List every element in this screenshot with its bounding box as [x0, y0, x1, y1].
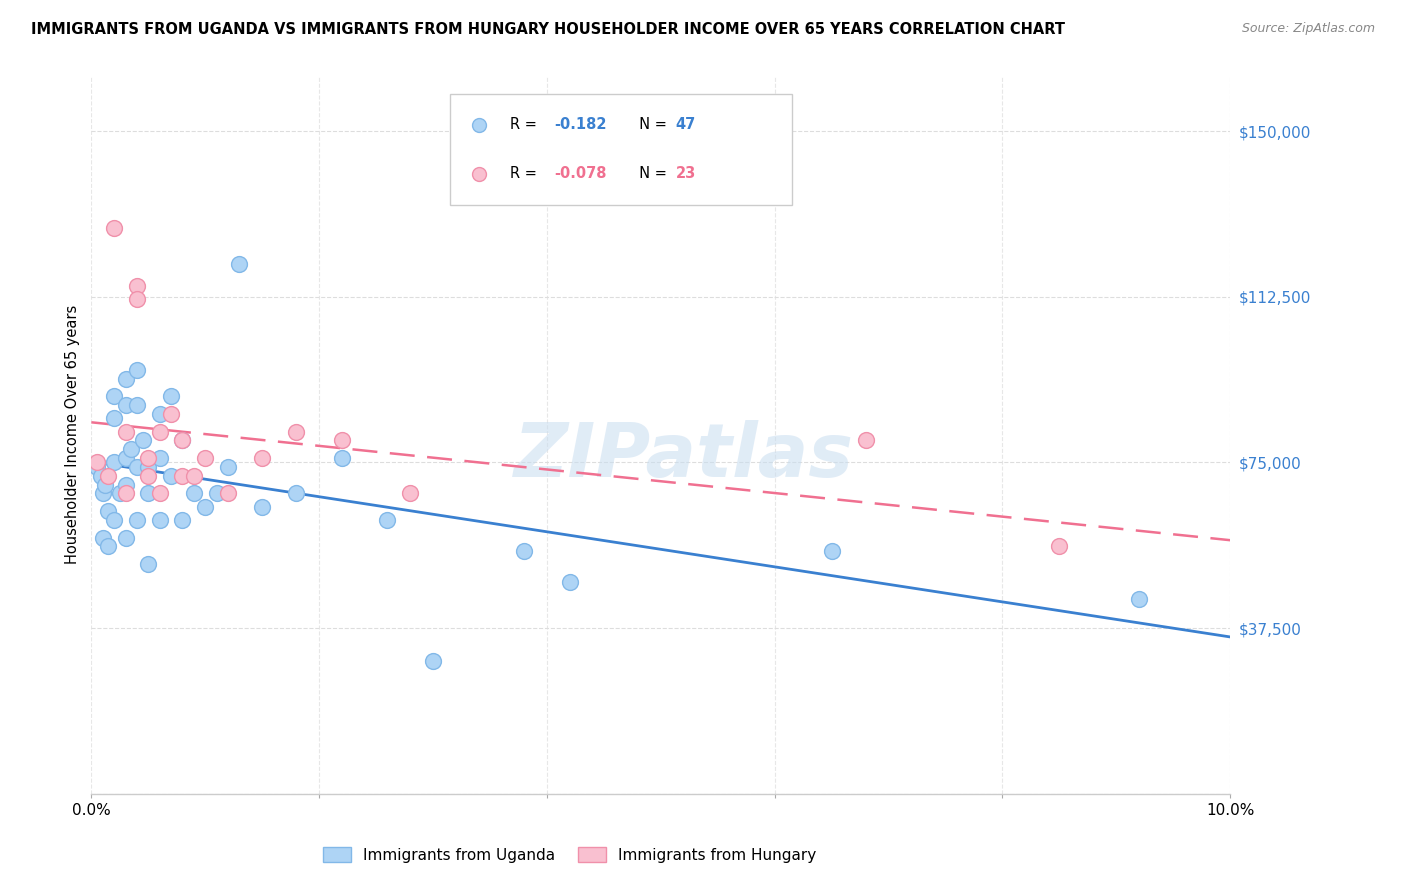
Text: 23: 23: [676, 167, 696, 181]
Point: [125, 459, 148, 474]
Point: [172, 434, 194, 448]
Point: [149, 513, 172, 527]
Point: [160, 389, 183, 403]
Point: [89, 468, 111, 483]
Point: [183, 468, 205, 483]
Point: [108, 486, 131, 500]
Legend: Immigrants from Uganda, Immigrants from Hungary: Immigrants from Uganda, Immigrants from …: [318, 840, 823, 869]
Point: [217, 486, 239, 500]
Point: [103, 221, 125, 235]
Text: IMMIGRANTS FROM UGANDA VS IMMIGRANTS FROM HUNGARY HOUSEHOLDER INCOME OVER 65 YEA: IMMIGRANTS FROM UGANDA VS IMMIGRANTS FRO…: [31, 22, 1064, 37]
Point: [820, 544, 842, 558]
Point: [217, 459, 239, 474]
Point: [149, 486, 172, 500]
Point: [138, 459, 160, 474]
Point: [205, 486, 228, 500]
Point: [114, 451, 136, 466]
Point: [138, 468, 160, 483]
Point: [138, 486, 160, 500]
Point: [160, 407, 183, 421]
Text: R =: R =: [510, 167, 547, 181]
Text: -0.182: -0.182: [554, 118, 606, 132]
Point: [125, 398, 148, 412]
Point: [194, 451, 217, 466]
Text: N =: N =: [630, 118, 672, 132]
Point: [172, 513, 194, 527]
Point: [114, 531, 136, 545]
Point: [422, 654, 444, 668]
Point: [138, 557, 160, 571]
Point: [149, 425, 172, 439]
Point: [149, 451, 172, 466]
Point: [125, 292, 148, 306]
Point: [250, 451, 273, 466]
Point: [183, 486, 205, 500]
Point: [91, 486, 114, 500]
Point: [330, 451, 353, 466]
Point: [103, 389, 125, 403]
Point: [172, 468, 194, 483]
Point: [103, 513, 125, 527]
Point: [86, 455, 108, 469]
FancyBboxPatch shape: [450, 94, 792, 205]
Point: [94, 477, 117, 491]
Point: [285, 425, 308, 439]
Point: [103, 455, 125, 469]
Point: [194, 500, 217, 514]
Point: [125, 513, 148, 527]
Point: [855, 434, 877, 448]
Point: [125, 362, 148, 376]
Point: [114, 477, 136, 491]
Point: [399, 486, 422, 500]
Point: [125, 278, 148, 293]
Point: [377, 513, 399, 527]
Point: [114, 398, 136, 412]
Y-axis label: Householder Income Over 65 years: Householder Income Over 65 years: [65, 305, 80, 565]
Point: [1049, 540, 1071, 554]
Point: [97, 540, 120, 554]
Point: [114, 486, 136, 500]
Text: N =: N =: [630, 167, 672, 181]
Text: R =: R =: [510, 118, 547, 132]
Point: [138, 451, 160, 466]
Text: 47: 47: [676, 118, 696, 132]
Point: [250, 500, 273, 514]
Text: Source: ZipAtlas.com: Source: ZipAtlas.com: [1241, 22, 1375, 36]
Point: [114, 371, 136, 385]
Point: [149, 407, 172, 421]
Text: ZIPatlas: ZIPatlas: [513, 420, 853, 493]
Point: [1128, 592, 1150, 607]
Point: [172, 434, 194, 448]
Point: [91, 531, 114, 545]
Point: [228, 257, 250, 271]
Point: [160, 468, 183, 483]
Point: [86, 459, 108, 474]
Point: [285, 486, 308, 500]
Point: [103, 411, 125, 425]
Point: [131, 434, 153, 448]
Point: [97, 504, 120, 518]
Point: [120, 442, 142, 457]
Text: -0.078: -0.078: [554, 167, 606, 181]
Point: [513, 544, 536, 558]
Point: [114, 425, 136, 439]
Point: [97, 468, 120, 483]
Point: [558, 574, 581, 589]
Point: [330, 434, 353, 448]
